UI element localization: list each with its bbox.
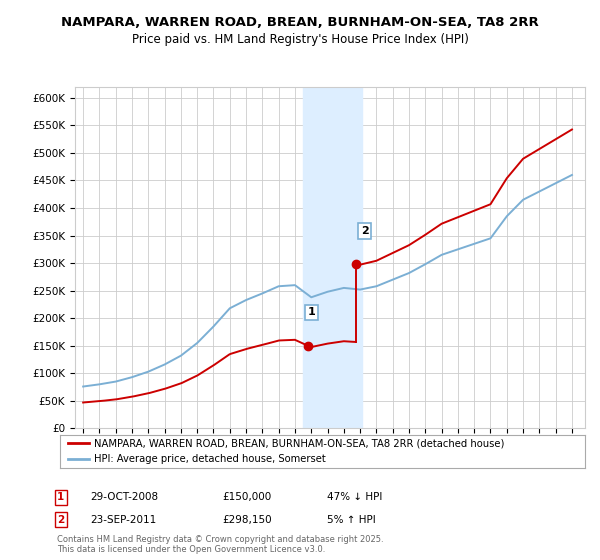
Text: 1: 1	[57, 492, 64, 502]
Text: NAMPARA, WARREN ROAD, BREAN, BURNHAM-ON-SEA, TA8 2RR (detached house): NAMPARA, WARREN ROAD, BREAN, BURNHAM-ON-…	[94, 438, 505, 448]
Text: 47% ↓ HPI: 47% ↓ HPI	[327, 492, 382, 502]
Text: £298,150: £298,150	[222, 515, 272, 525]
Text: 23-SEP-2011: 23-SEP-2011	[90, 515, 156, 525]
Text: HPI: Average price, detached house, Somerset: HPI: Average price, detached house, Some…	[94, 455, 326, 464]
Text: 2: 2	[361, 226, 368, 236]
Text: 2: 2	[57, 515, 64, 525]
Text: Price paid vs. HM Land Registry's House Price Index (HPI): Price paid vs. HM Land Registry's House …	[131, 32, 469, 46]
Text: NAMPARA, WARREN ROAD, BREAN, BURNHAM-ON-SEA, TA8 2RR: NAMPARA, WARREN ROAD, BREAN, BURNHAM-ON-…	[61, 16, 539, 29]
Text: £150,000: £150,000	[222, 492, 271, 502]
Text: 5% ↑ HPI: 5% ↑ HPI	[327, 515, 376, 525]
Text: 1: 1	[308, 307, 316, 318]
Text: 29-OCT-2008: 29-OCT-2008	[90, 492, 158, 502]
Text: Contains HM Land Registry data © Crown copyright and database right 2025.
This d: Contains HM Land Registry data © Crown c…	[57, 535, 383, 554]
Bar	[303, 87, 362, 428]
